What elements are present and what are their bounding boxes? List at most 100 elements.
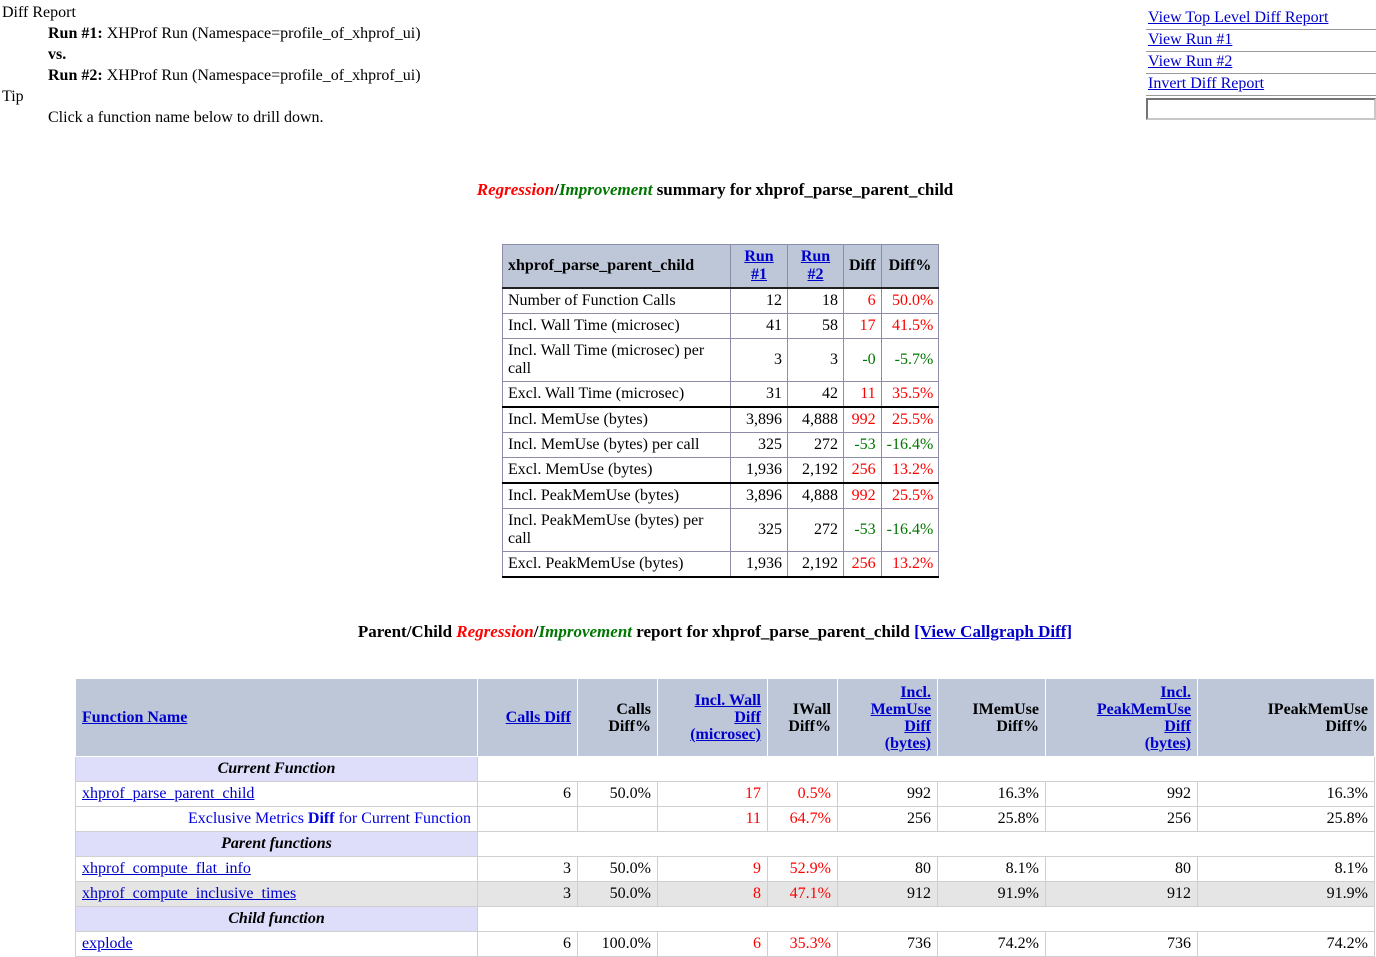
cell-incl-wall-diff: 17	[657, 781, 768, 807]
metric-label: Incl. Wall Time (microsec)	[502, 313, 731, 339]
section-banner-row: Parent functions	[75, 831, 1375, 857]
run1-value: XHProf Run (Namespace=profile_of_xhprof_…	[106, 25, 421, 42]
diff-pct-value-cell: 25.5%	[880, 406, 940, 433]
improvement-label: Improvement	[538, 622, 633, 641]
note-prefix: Exclusive Metrics	[187, 810, 308, 827]
parent-child-report-table: Function Name Calls Diff Calls Diff% Incl. W…	[75, 678, 1375, 957]
run2-value-cell: 18	[787, 287, 844, 314]
run2-value-cell: 2,192	[787, 551, 844, 578]
improvement-label: Improvement	[558, 180, 653, 199]
function-link-xhprof_parse_parent_child[interactable]: xhprof_parse_parent_child	[82, 785, 255, 802]
function-row: xhprof_parse_parent_child 6 50.0% 17 0.5% 99…	[75, 781, 1375, 807]
function-link-explode[interactable]: explode	[82, 935, 133, 952]
section-banner-label: Child function	[75, 906, 478, 932]
cell-incl-memuse-diff: 992	[837, 781, 938, 807]
summary-header-run2: Run #2	[787, 244, 844, 289]
diff-pct-value-cell: 13.2%	[880, 457, 940, 484]
report-header: Diff Report Run #1: XHProf Run (Namespac…	[0, 0, 1376, 128]
cell-incl-peakmemuse-diff: 912	[1045, 881, 1198, 907]
column-label-imemuse-diff-pct: IMemUse Diff%	[972, 701, 1039, 735]
report-header-row: Function Name Calls Diff Calls Diff% Incl. W…	[75, 678, 1375, 757]
column-sort-link-incl-memuse-diff[interactable]: Incl. MemUse Diff (bytes)	[871, 684, 931, 752]
column-header-function-name: Function Name	[75, 678, 478, 757]
cell-incl-memuse-diff: 912	[837, 881, 938, 907]
run1-value-cell: 41	[730, 313, 788, 339]
function-row: xhprof_compute_inclusive_times 3 50.0% 8 47…	[75, 881, 1375, 907]
cell-imemuse-diff-pct: 16.3%	[937, 781, 1046, 807]
run2-value-cell: 3	[787, 338, 844, 382]
run2-value-cell: 4,888	[787, 482, 844, 509]
vs-label: vs.	[48, 46, 67, 63]
run2-column-link[interactable]: Run #2	[800, 248, 831, 283]
diff-value-cell: 256	[843, 457, 882, 484]
nav-link-view-top-level-diff-report[interactable]: View Top Level Diff Report	[1148, 9, 1329, 26]
diff-pct-value-cell: 25.5%	[880, 482, 940, 509]
run2-value-cell: 42	[787, 381, 844, 408]
column-header-line: (bytes)	[1144, 734, 1191, 752]
column-sort-link-incl-wall-diff[interactable]: Incl. Wall Diff (microsec)	[690, 692, 761, 743]
cell-calls-diff: 6	[477, 781, 578, 807]
summary-row: Incl. MemUse (bytes) 3,896 4,888 992 25.…	[502, 406, 940, 433]
slash-separator: /	[533, 622, 539, 641]
section-banner-row: Current Function	[75, 756, 1375, 782]
column-header-line: Incl. Wall	[694, 692, 761, 709]
run-compare-block: Run #1: XHProf Run (Namespace=profile_of…	[48, 23, 1376, 86]
function-link-xhprof_compute_inclusive_times[interactable]: xhprof_compute_inclusive_times	[82, 885, 297, 902]
column-label-ipeakmemuse-diff-pct: IPeakMemUse Diff%	[1268, 701, 1368, 735]
cell-ipeakmemuse-diff-pct: 91.9%	[1197, 881, 1375, 907]
summary-row: Excl. Wall Time (microsec) 31 42 11 35.5…	[502, 381, 940, 408]
function-name-cell: explode	[75, 931, 478, 957]
function-name-cell: xhprof_compute_inclusive_times	[75, 881, 478, 907]
cell-incl-wall-diff: 11	[657, 806, 768, 832]
nav-link-view-run-2[interactable]: View Run #2	[1148, 53, 1233, 70]
column-header-line: IWall	[792, 700, 831, 718]
summary-header-row: xhprof_parse_parent_child Run #1 Run #2 …	[502, 244, 940, 289]
diff-value-cell: 17	[843, 313, 882, 339]
cell-iwall-diff-pct: 0.5%	[767, 781, 838, 807]
function-name-cell: xhprof_compute_flat_info	[75, 856, 478, 882]
cell-ipeakmemuse-diff-pct: 8.1%	[1197, 856, 1375, 882]
nav-link-invert-diff-report[interactable]: Invert Diff Report	[1148, 75, 1265, 92]
cell-iwall-diff-pct: 64.7%	[767, 806, 838, 832]
section-banner-spacer	[477, 831, 1375, 857]
diff-value-cell: 6	[843, 287, 882, 314]
column-header-line: Diff	[1164, 717, 1191, 735]
cell-imemuse-diff-pct: 74.2%	[937, 931, 1046, 957]
cell-ipeakmemuse-diff-pct: 74.2%	[1197, 931, 1375, 957]
section-banner-spacer	[477, 756, 1375, 782]
report-title-rest: report for xhprof_parse_parent_child	[632, 622, 915, 641]
metric-label: Excl. PeakMemUse (bytes)	[502, 551, 731, 578]
run1-value-cell: 325	[730, 508, 788, 552]
nav-link-view-run-1[interactable]: View Run #1	[1148, 31, 1233, 48]
function-link-xhprof_compute_flat_info[interactable]: xhprof_compute_flat_info	[82, 860, 251, 877]
summary-row: Incl. Wall Time (microsec) 41 58 17 41.5…	[502, 313, 940, 339]
report-title-prefix: Parent/Child	[357, 622, 457, 641]
diff-report-label: Diff Report	[2, 4, 76, 21]
summary-title-rest: summary for xhprof_parse_parent_child	[652, 180, 954, 199]
summary-header-run1: Run #1	[730, 244, 788, 289]
function-row: explode 6 100.0% 6 35.3% 736 74.2% 736 74.2%	[75, 931, 1375, 957]
column-sort-link-incl-peakmemuse-diff[interactable]: Incl. PeakMemUse Diff (bytes)	[1097, 684, 1191, 752]
summary-row: Excl. PeakMemUse (bytes) 1,936 2,192 256…	[502, 551, 940, 578]
run2-value-cell: 58	[787, 313, 844, 339]
cell-calls-diff: 3	[477, 881, 578, 907]
run1-value-cell: 12	[730, 287, 788, 314]
summary-header-diffpct: Diff%	[880, 244, 940, 289]
cell-incl-peakmemuse-diff: 256	[1045, 806, 1198, 832]
column-sort-link-function-name[interactable]: Function Name	[82, 709, 187, 726]
regression-label: Regression	[476, 180, 555, 199]
function-row: xhprof_compute_flat_info 3 50.0% 9 52.9% 80 8…	[75, 856, 1375, 882]
cell-incl-memuse-diff: 80	[837, 856, 938, 882]
nav-links: View Top Level Diff Report View Run #1 Vie…	[1146, 8, 1376, 120]
report-title-wrap: Parent/Child Regression/Improvement repo…	[75, 622, 1355, 642]
run1-column-link[interactable]: Run #1	[744, 248, 774, 283]
view-callgraph-diff-link[interactable]: [View Callgraph Diff]	[914, 622, 1073, 641]
nav-filter-input[interactable]	[1146, 98, 1376, 120]
column-header-line: Function Name	[82, 709, 188, 726]
diff-value-cell: -53	[843, 508, 882, 552]
cell-incl-memuse-diff: 736	[837, 931, 938, 957]
column-sort-link-calls-diff[interactable]: Calls Diff	[506, 709, 571, 726]
run1-value-cell: 1,936	[730, 551, 788, 578]
column-header-iwall-diff-pct: IWall Diff%	[767, 678, 838, 757]
diff-value-cell: -0	[843, 338, 882, 382]
